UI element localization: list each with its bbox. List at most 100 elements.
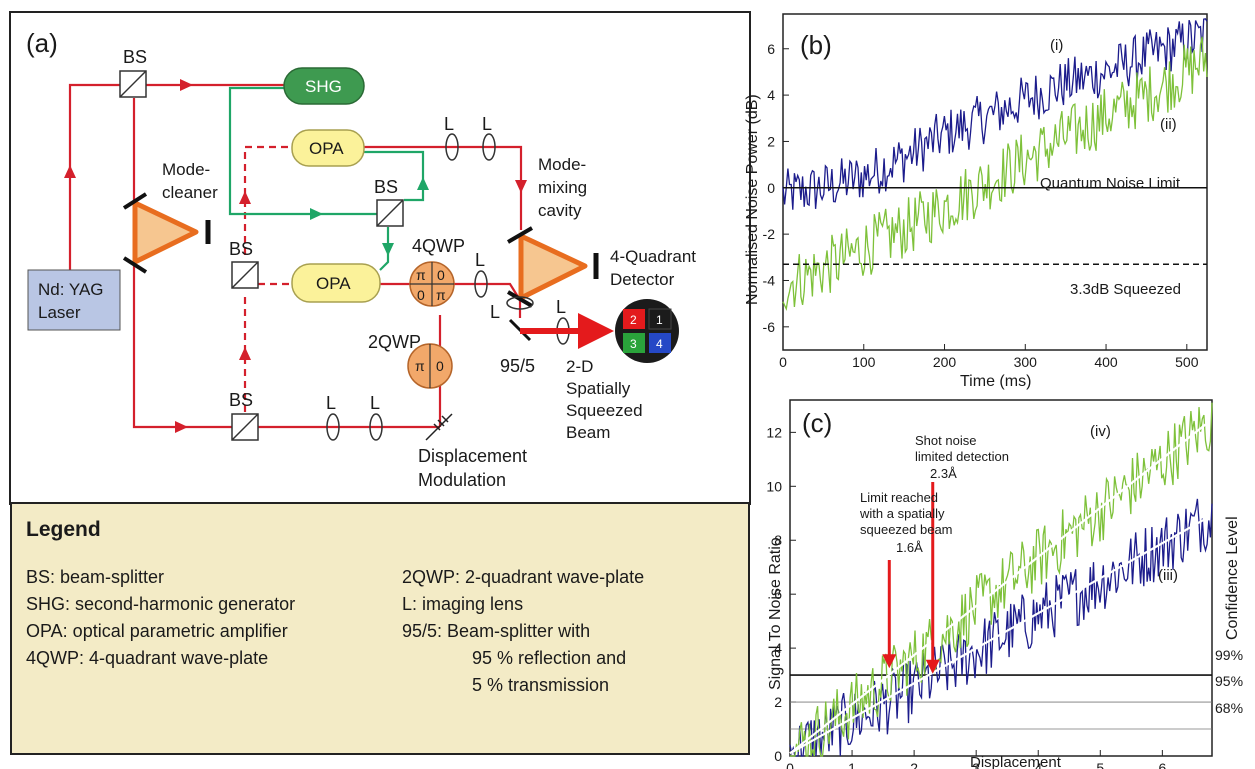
y-tick-label: 4 <box>767 87 775 103</box>
qwp4-q1: π <box>416 267 426 283</box>
qnl-annotation: Quantum Noise Limit <box>1040 175 1181 192</box>
x-tick-label: 3 <box>972 760 980 769</box>
panel-c-label: (c) <box>802 408 832 438</box>
qwp2-label: 2QWP <box>368 332 421 352</box>
panel-b-series <box>782 18 1208 311</box>
series-iii-label: (iii) <box>1158 567 1178 584</box>
threshold-99-label: 99% <box>1215 647 1243 663</box>
limit-annotation-2: with a spatially <box>859 506 945 521</box>
mode-mixing-cavity <box>506 226 599 308</box>
y-tick-label: -6 <box>763 319 776 335</box>
beam-splitter-bottom <box>231 413 259 441</box>
lens-label-5: L <box>556 297 566 317</box>
beam-label-4: Beam <box>566 423 610 442</box>
panel-a-label: (a) <box>26 28 58 58</box>
squeezed-annotation: 3.3dB Squeezed <box>1070 281 1181 298</box>
x-tick-label: 6 <box>1158 760 1166 769</box>
threshold-68-label: 68% <box>1215 700 1243 716</box>
qwp4-q2: 0 <box>437 267 445 283</box>
mode-cleaner <box>122 192 211 274</box>
mode-mixing-label-2: mixing <box>538 178 587 197</box>
mode-cleaner-label-1: Mode- <box>162 160 210 179</box>
splitter-95-5-label: 95/5 <box>500 356 535 376</box>
x-tick-label: 4 <box>1034 760 1042 769</box>
panel-c-arrows <box>882 482 940 674</box>
beam-label-1: 2-D <box>566 357 593 376</box>
green-beam-arrows <box>310 177 429 256</box>
y-tick-label: 2 <box>774 694 782 710</box>
detector-label-1: 4-Quadrant <box>610 247 696 266</box>
series-line-1 <box>782 36 1208 311</box>
x-tick-label: 200 <box>933 354 957 370</box>
series-line-0 <box>782 18 1208 210</box>
lens-label-7: L <box>370 393 380 413</box>
mode-mixing-label-1: Mode- <box>538 155 586 174</box>
y-tick-label: 4 <box>774 640 782 656</box>
y-tick-label: 6 <box>774 586 782 602</box>
laser-label-2: Laser <box>38 303 81 322</box>
opa-bottom-block <box>291 263 381 303</box>
x-tick-label: 5 <box>1096 760 1104 769</box>
shg-label: SHG <box>305 77 342 96</box>
x-tick-label: 100 <box>852 354 876 370</box>
limit-value: 1.6Å <box>896 540 923 555</box>
x-tick-label: 0 <box>786 760 794 769</box>
panel-a-schematic: (a) <box>9 11 751 505</box>
two-quadrant-wave-plate <box>407 343 453 389</box>
x-tick-label: 0 <box>779 354 787 370</box>
lens-label-6: L <box>326 393 336 413</box>
red-beam-paths <box>68 83 523 429</box>
legend-title: Legend <box>26 518 101 541</box>
panel-c-fit-lines <box>789 423 1207 755</box>
y-tick-label: 12 <box>766 424 782 440</box>
beam-label-3: Squeezed <box>566 401 643 420</box>
y-tick-label: 2 <box>767 133 775 149</box>
legend-9505: 95/5: Beam-splitter with <box>402 621 591 641</box>
qwp4-q4: π <box>436 287 446 303</box>
x-tick-label: 400 <box>1094 354 1118 370</box>
opa-top-block <box>291 129 365 167</box>
qwp2-right: 0 <box>436 358 444 374</box>
beam-splitter-green <box>376 199 404 227</box>
qwp4-q3: 0 <box>417 287 425 303</box>
lens-label-1: L <box>444 114 454 134</box>
laser-label-1: Nd: YAG <box>38 280 104 299</box>
green-beam-paths <box>228 86 425 271</box>
bs-label-top: BS <box>123 47 147 67</box>
opa-top-label: OPA <box>309 139 344 158</box>
panel-c-ylabel-right: Confidence Level <box>1224 516 1241 640</box>
displacement-mirror <box>425 413 453 441</box>
legend-box: Legend BS: beam-splitter SHG: second-har… <box>10 502 750 755</box>
panel-c-ylabel: Signal To Noise Ratio <box>767 537 784 690</box>
opa-bottom-label: OPA <box>316 274 351 293</box>
series-line-0 <box>789 498 1213 757</box>
bs-label-bottom: BS <box>229 390 253 410</box>
quadrant-detector <box>615 299 679 363</box>
shot-annotation-2: limited detection <box>915 449 1009 464</box>
panel-b-label: (b) <box>800 30 832 60</box>
bs-label-mid: BS <box>229 239 253 259</box>
x-tick-label: 300 <box>1014 354 1038 370</box>
legend-2qwp: 2QWP: 2-quadrant wave-plate <box>402 567 645 587</box>
legend-lens: L: imaging lens <box>402 594 524 614</box>
qwp4-label: 4QWP <box>412 236 465 256</box>
x-tick-label: 1 <box>848 760 856 769</box>
y-tick-label: -2 <box>763 226 776 242</box>
shg-block <box>283 67 365 105</box>
panel-b-ticks: 0 100 200 300 400 500 -6 -4 -2 0 2 4 6 <box>763 41 1199 370</box>
shot-value: 2.3Å <box>930 466 957 481</box>
fit-line-1 <box>789 423 1207 755</box>
y-tick-label: 0 <box>767 180 775 196</box>
limit-annotation-1: Limit reached <box>860 490 938 505</box>
detector-label-2: Detector <box>610 270 675 289</box>
mode-cleaner-label-2: cleaner <box>162 183 218 202</box>
shot-annotation-1: Shot noise <box>915 433 976 448</box>
series-iv-label: (iv) <box>1090 423 1111 440</box>
legend-bs: BS: beam-splitter <box>26 567 165 587</box>
displacement-label-2: Modulation <box>418 470 506 490</box>
annotation-arrow-head <box>882 654 897 669</box>
y-tick-label: 8 <box>774 532 782 548</box>
